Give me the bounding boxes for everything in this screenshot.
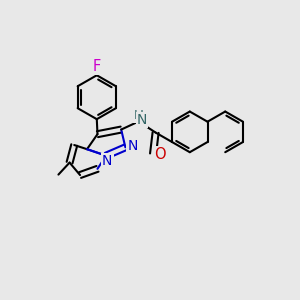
Text: H: H: [134, 109, 144, 122]
Text: F: F: [93, 59, 101, 74]
Text: N: N: [127, 139, 137, 153]
Text: O: O: [154, 147, 165, 162]
Text: N: N: [102, 154, 112, 168]
Text: N: N: [137, 113, 147, 127]
